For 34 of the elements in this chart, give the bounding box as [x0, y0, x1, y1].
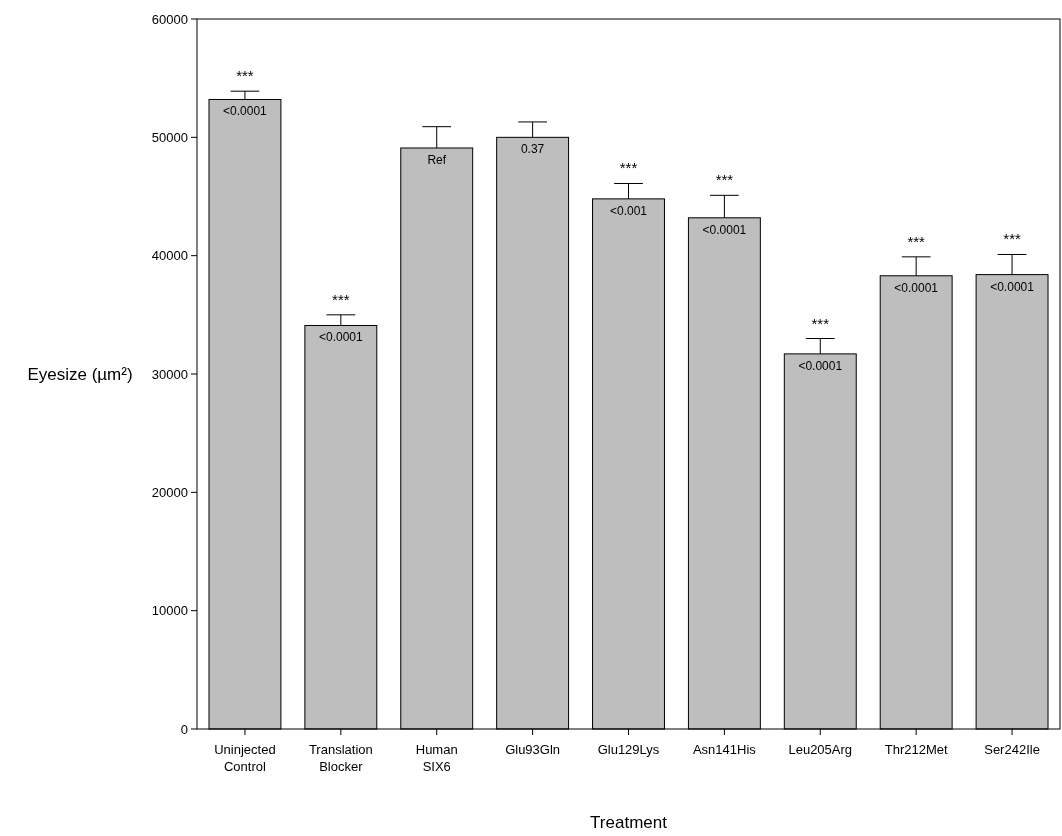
x-tick-label: Glu129Lys — [597, 742, 660, 757]
y-tick-label: 50000 — [151, 129, 188, 145]
annotation: *** — [619, 159, 638, 177]
x-tick-label: Ser242Ile — [984, 742, 1040, 757]
y-tick-label: 60000 — [151, 11, 188, 27]
annotation: *** — [907, 232, 926, 250]
annotation: *** — [1003, 230, 1021, 248]
y-tick-label: 10000 — [151, 603, 188, 619]
annotation: 0.37 — [520, 142, 545, 157]
annotation: <0.0001 — [702, 222, 747, 237]
annotation: <0.0001 — [894, 280, 939, 295]
x-tick-label: Leu205Arg — [788, 742, 853, 757]
x-tick-label: Translation Blocker — [308, 742, 373, 774]
x-tick-label: Glu93Gln — [505, 742, 561, 757]
annotation: *** — [715, 171, 734, 189]
x-tick-label: Asn141His — [692, 742, 757, 757]
annotation: <0.0001 — [798, 358, 843, 373]
annotation: Ref — [427, 152, 447, 167]
y-tick-label: 40000 — [151, 248, 188, 264]
annotation: <0.0001 — [223, 104, 268, 119]
annotation: <0.0001 — [318, 330, 364, 345]
y-tick-label: 20000 — [151, 484, 188, 500]
x-tick-label: Thr212Met — [884, 742, 948, 757]
y-axis-title: Eyesize (µm²) — [27, 364, 133, 384]
y-tick-label: 30000 — [151, 366, 188, 382]
annotation: *** — [236, 67, 254, 85]
x-tick-label: Human SIX6 — [415, 742, 458, 774]
annotation: *** — [332, 290, 350, 308]
annotation: <0.0001 — [990, 279, 1035, 294]
annotation: <0.001 — [609, 203, 648, 218]
x-tick-label: Uninjected Control — [214, 742, 276, 774]
x-axis-title: Treatment — [590, 813, 668, 832]
annotation: *** — [811, 314, 830, 332]
y-tick-label: 0 — [180, 721, 188, 737]
